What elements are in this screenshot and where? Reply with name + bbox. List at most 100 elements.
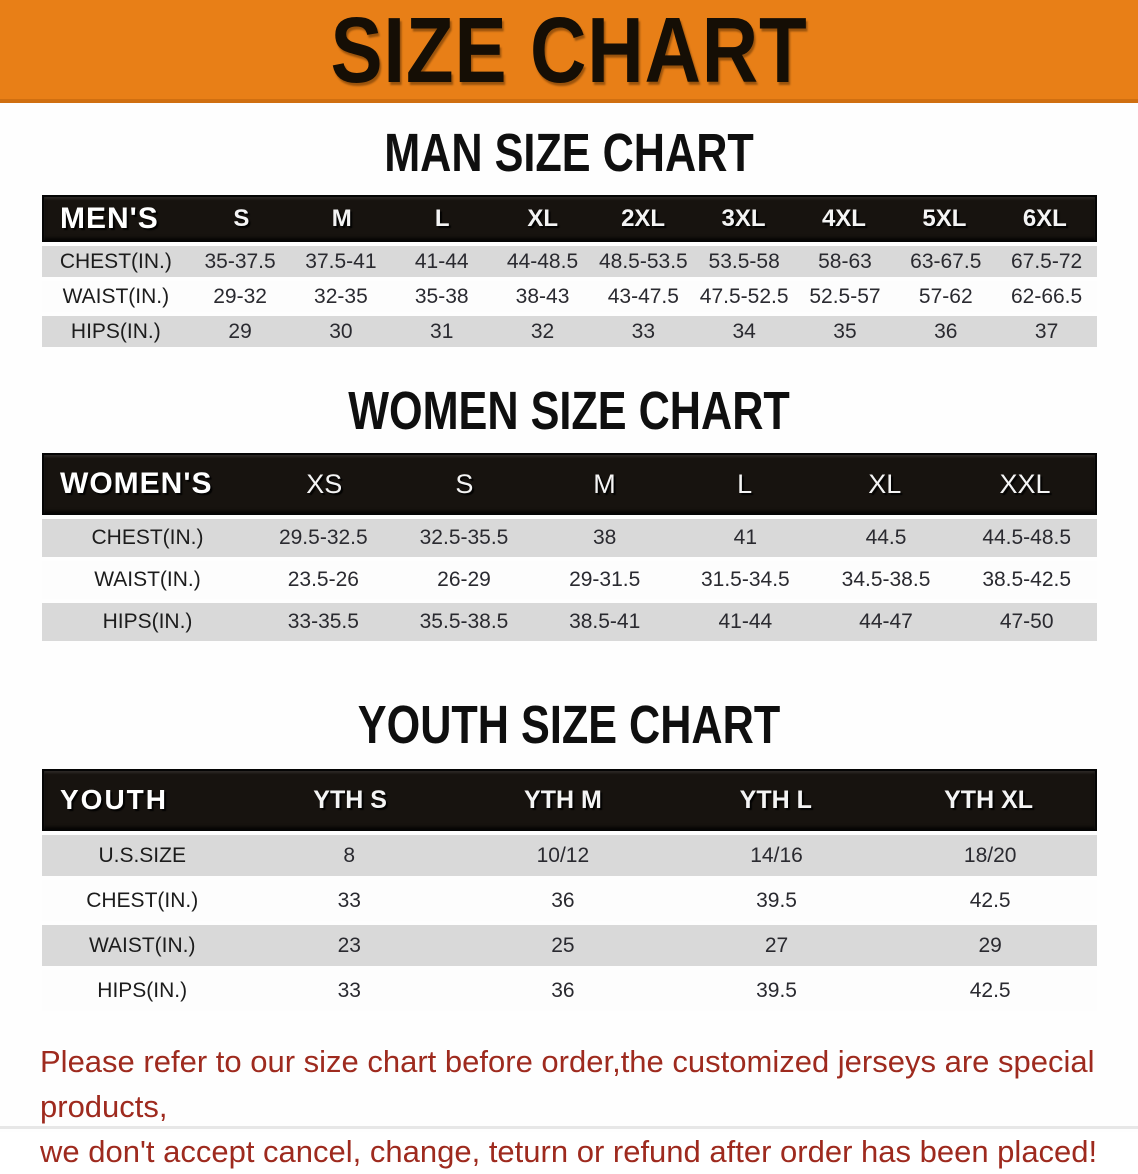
mens-column-4xl: 4XL xyxy=(821,204,866,232)
size-value-cell: 26-29 xyxy=(437,568,491,591)
women-size-chart-heading: WOMEN SIZE CHART xyxy=(0,383,1138,439)
womens-column-xxl: XXL xyxy=(999,468,1051,499)
size-value-cell: 67.5-72 xyxy=(1010,249,1083,273)
mens-table-header-row: MEN'S S M L XL 2XL 3XL 4XL 5XL 6XL xyxy=(42,195,1097,242)
size-value-cell: 38.5-42.5 xyxy=(982,568,1072,591)
size-value-cell: 58-63 xyxy=(818,249,872,273)
size-value-cell: 33-35.5 xyxy=(287,610,359,633)
mens-chest-row: CHEST(IN.) 35-37.5 37.5-41 41-44 44-48.5… xyxy=(42,246,1097,277)
mens-column-m: M xyxy=(331,204,352,232)
size-value-cell: 29-32 xyxy=(213,284,267,308)
mens-hips-row: HIPS(IN.) 29 30 31 32 33 34 35 36 37 xyxy=(42,316,1097,347)
size-value-cell: 38-43 xyxy=(515,284,570,308)
youth-column-yth-xl: YTH XL xyxy=(944,785,1034,814)
size-value-cell: 44-47 xyxy=(859,610,913,633)
size-value-cell: 32-35 xyxy=(314,284,368,308)
mens-column-2xl: 2XL xyxy=(621,204,666,232)
youth-column-yth-m: YTH M xyxy=(524,785,602,814)
order-policy-note: Please refer to our size chart before or… xyxy=(40,1039,1118,1174)
womens-hips-row: HIPS(IN.) 33-35.5 35.5-38.5 38.5-41 41-4… xyxy=(42,603,1097,641)
size-value-cell: 34.5-38.5 xyxy=(841,568,931,591)
size-value-cell: 37.5-41 xyxy=(305,249,377,273)
size-value-cell: 36 xyxy=(551,888,575,912)
size-value-cell: 18/20 xyxy=(963,843,1017,867)
mens-column-5xl: 5XL xyxy=(922,204,967,232)
size-value-cell: 52.5-57 xyxy=(809,284,881,308)
mens-column-s: S xyxy=(233,204,250,232)
womens-chest-row: CHEST(IN.) 29.5-32.5 32.5-35.5 38 41 44.… xyxy=(42,519,1097,557)
size-value-cell: 42.5 xyxy=(969,978,1011,1002)
size-value-cell: 42.5 xyxy=(969,888,1011,912)
youth-size-chart-heading-text: YOUTH SIZE CHART xyxy=(357,695,781,755)
womens-size-table: WOMEN'S XS S M L XL XXL CHEST(IN.) 29.5-… xyxy=(42,453,1097,641)
youth-size-chart-heading: YOUTH SIZE CHART xyxy=(0,697,1138,753)
mens-waist-row: WAIST(IN.) 29-32 32-35 35-38 38-43 43-47… xyxy=(42,281,1097,312)
size-value-cell: 33 xyxy=(631,319,656,343)
youth-table-header-row: YOUTH YTH S YTH M YTH L YTH XL xyxy=(42,769,1097,831)
size-value-cell: 37 xyxy=(1034,319,1059,343)
womens-column-xs: XS xyxy=(306,468,343,499)
size-value-cell: 32.5-35.5 xyxy=(419,526,509,549)
order-policy-line-1: Please refer to our size chart before or… xyxy=(40,1044,1095,1124)
mens-column-3xl: 3XL xyxy=(721,204,766,232)
size-value-cell: 35-38 xyxy=(414,284,469,308)
size-value-cell: 57-62 xyxy=(918,284,973,308)
size-value-cell: 23 xyxy=(337,933,361,957)
row-label-chest: CHEST(IN.) xyxy=(86,888,199,912)
size-value-cell: 41-44 xyxy=(414,249,469,273)
size-value-cell: 44-48.5 xyxy=(506,249,579,273)
size-value-cell: 35 xyxy=(833,319,857,343)
mens-size-table: MEN'S S M L XL 2XL 3XL 4XL 5XL 6XL CHEST… xyxy=(42,195,1097,347)
mens-column-6xl: 6XL xyxy=(1022,204,1067,232)
size-value-cell: 41-44 xyxy=(718,610,773,633)
youth-corner-cell: YOUTH xyxy=(60,784,168,815)
size-value-cell: 38 xyxy=(593,526,617,549)
youth-column-yth-s: YTH S xyxy=(313,785,387,814)
row-label-chest: CHEST(IN.) xyxy=(59,249,172,273)
womens-waist-row: WAIST(IN.) 23.5-26 26-29 29-31.5 31.5-34… xyxy=(42,561,1097,599)
womens-column-s: S xyxy=(455,468,474,499)
size-value-cell: 44.5 xyxy=(865,526,907,549)
size-value-cell: 39.5 xyxy=(756,888,797,912)
size-value-cell: 47-50 xyxy=(999,610,1054,633)
size-value-cell: 8 xyxy=(343,843,356,867)
size-value-cell: 29 xyxy=(978,933,1002,957)
row-label-waist: WAIST(IN.) xyxy=(62,284,170,308)
size-value-cell: 29 xyxy=(228,319,252,343)
size-value-cell: 32 xyxy=(530,319,555,343)
youth-size-table: YOUTH YTH S YTH M YTH L YTH XL U.S.SIZE … xyxy=(42,769,1097,1011)
womens-column-xl: XL xyxy=(868,468,902,499)
row-label-hips: HIPS(IN.) xyxy=(102,610,193,633)
row-label-waist: WAIST(IN.) xyxy=(88,933,196,957)
size-value-cell: 36 xyxy=(934,319,958,343)
row-label-us-size: U.S.SIZE xyxy=(98,843,186,867)
size-value-cell: 47.5-52.5 xyxy=(699,284,789,308)
size-value-cell: 34 xyxy=(732,319,756,343)
size-value-cell: 38.5-41 xyxy=(569,610,641,633)
size-value-cell: 44.5-48.5 xyxy=(982,526,1072,549)
size-value-cell: 33 xyxy=(337,888,361,912)
row-label-hips: HIPS(IN.) xyxy=(97,978,188,1002)
size-value-cell: 62-66.5 xyxy=(1010,284,1083,308)
size-value-cell: 25 xyxy=(551,933,575,957)
row-label-waist: WAIST(IN.) xyxy=(94,568,201,591)
size-value-cell: 27 xyxy=(764,933,789,957)
size-value-cell: 41 xyxy=(733,526,758,549)
banner-title: SIZE CHART xyxy=(330,0,808,102)
size-value-cell: 36 xyxy=(551,978,575,1002)
size-value-cell: 31.5-34.5 xyxy=(700,568,790,591)
size-value-cell: 29-31.5 xyxy=(569,568,641,591)
womens-corner-cell: WOMEN'S xyxy=(60,467,213,500)
size-value-cell: 30 xyxy=(329,319,353,343)
womens-column-m: M xyxy=(593,468,616,499)
size-value-cell: 14/16 xyxy=(750,843,803,867)
size-value-cell: 33 xyxy=(337,978,361,1002)
size-value-cell: 39.5 xyxy=(756,978,797,1002)
size-value-cell: 31 xyxy=(430,319,454,343)
row-label-hips: HIPS(IN.) xyxy=(70,319,161,343)
women-size-chart-heading-text: WOMEN SIZE CHART xyxy=(348,381,790,441)
man-size-chart-heading-text: MAN SIZE CHART xyxy=(384,123,754,183)
youth-column-yth-l: YTH L xyxy=(739,785,812,814)
youth-ussize-row: U.S.SIZE 8 10/12 14/16 18/20 xyxy=(42,835,1097,876)
size-value-cell: 29.5-32.5 xyxy=(278,526,368,549)
